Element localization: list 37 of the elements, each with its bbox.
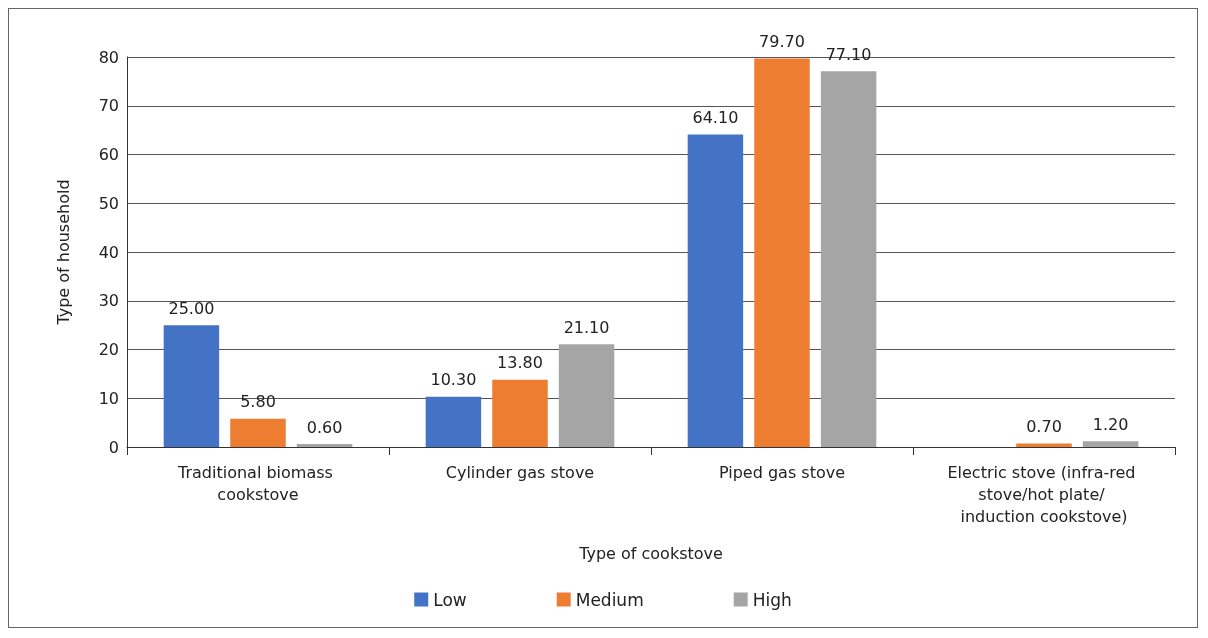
bar xyxy=(492,379,548,447)
y-tick-label: 10 xyxy=(98,388,119,408)
y-tick-label: 70 xyxy=(98,96,119,116)
y-tick-label: 80 xyxy=(98,47,119,67)
bar xyxy=(558,344,615,447)
data-label: 10.30 xyxy=(430,370,477,390)
legend-label: High xyxy=(752,589,792,610)
data-label: 0.60 xyxy=(306,417,343,437)
y-axis-title: Type of household xyxy=(53,179,73,326)
bar xyxy=(296,444,353,447)
legend-label: Medium xyxy=(575,589,644,610)
x-tick-label: Cylinder gas stove xyxy=(445,462,595,482)
x-tick-label: Electric stove (infra-red stove/hot plate/ induction cookstove) xyxy=(947,462,1141,526)
y-tick-label: 0 xyxy=(108,437,119,457)
data-label: 25.00 xyxy=(168,298,215,318)
bar xyxy=(820,71,877,447)
bar xyxy=(425,396,482,447)
bar xyxy=(163,325,220,447)
bar xyxy=(230,418,286,447)
bar xyxy=(1082,441,1139,447)
y-tick-label: 20 xyxy=(98,340,119,359)
x-axis-title: Type of cookstove xyxy=(578,543,723,563)
legend-label: Low xyxy=(433,589,467,610)
y-tick-label: 60 xyxy=(98,145,119,164)
bar xyxy=(687,134,744,447)
data-label: 0.70 xyxy=(1026,417,1062,437)
data-label: 1.20 xyxy=(1092,414,1129,434)
y-tick-label: 50 xyxy=(98,193,119,213)
bar xyxy=(754,58,810,447)
x-tick-label: Piped gas stove xyxy=(718,462,846,482)
data-label: 79.70 xyxy=(759,31,805,51)
data-label: 21.10 xyxy=(563,317,610,337)
x-tick-label: Traditional biomass cookstove xyxy=(177,462,338,504)
y-tick-label: 40 xyxy=(98,242,119,262)
data-label: 13.80 xyxy=(497,353,543,373)
data-label: 64.10 xyxy=(692,108,739,128)
y-tick-label: 30 xyxy=(98,291,119,311)
